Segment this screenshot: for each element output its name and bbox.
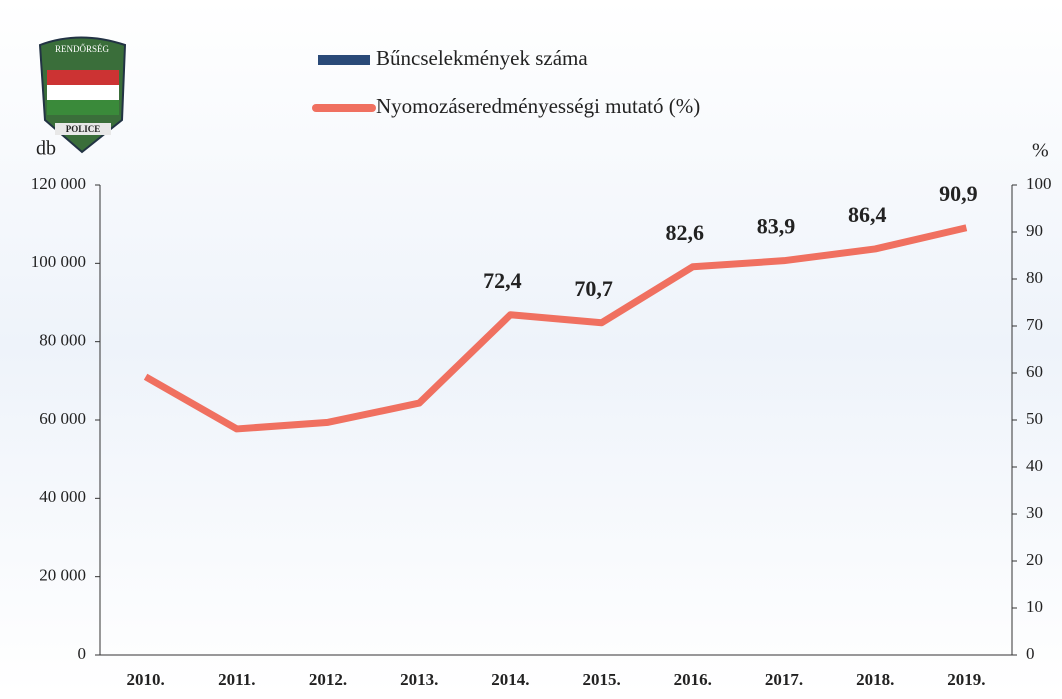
y2-tick-label: 20: [1026, 550, 1043, 569]
x-tick-label: 2018.: [856, 670, 894, 689]
y2-tick-label: 60: [1026, 362, 1043, 381]
line: [143, 224, 968, 433]
y-tick-label: 0: [78, 644, 87, 663]
x-tick-label: 2011.: [218, 670, 255, 689]
x-tick-label: 2015.: [582, 670, 620, 689]
y2-tick-label: 100: [1026, 174, 1052, 193]
x-tick-label: 2014.: [491, 670, 529, 689]
legend-label: Bűncselekmények száma: [376, 46, 588, 70]
data-label: 82,6: [666, 220, 705, 245]
y-tick-label: 80 000: [39, 331, 86, 350]
x-tick-label: 2012.: [309, 670, 347, 689]
y2-tick-label: 30: [1026, 503, 1043, 522]
y-axis-label: db: [36, 138, 56, 160]
legend-swatch: [318, 55, 370, 65]
x-tick-label: 2017.: [765, 670, 803, 689]
y-tick-label: 120 000: [31, 174, 86, 193]
logo: RENDŐRSÉG POLICE: [38, 36, 127, 154]
y2-tick-label: 40: [1026, 456, 1043, 475]
logo-text: POLICE: [66, 124, 101, 134]
x-tick-label: 2010.: [126, 670, 164, 689]
data-label: 70,7: [574, 276, 613, 301]
data-label: 90,9: [939, 181, 978, 206]
y2-axis-label: %: [1032, 140, 1049, 162]
x-tick-label: 2019.: [947, 670, 985, 689]
y2-tick-label: 80: [1026, 268, 1043, 287]
y2-tick-label: 10: [1026, 597, 1043, 616]
legend-label: Nyomozáseredményességi mutató (%): [376, 94, 700, 118]
y2-tick-label: 0: [1026, 644, 1035, 663]
data-label: 72,4: [483, 268, 522, 293]
y-tick-label: 60 000: [39, 409, 86, 428]
y2-tick-label: 50: [1026, 409, 1043, 428]
logo-text: RENDŐRSÉG: [55, 44, 110, 54]
y-tick-label: 100 000: [31, 252, 86, 271]
x-tick-label: 2016.: [674, 670, 712, 689]
y2-tick-label: 90: [1026, 221, 1043, 240]
y-tick-label: 20 000: [39, 566, 86, 585]
x-tick-label: 2013.: [400, 670, 438, 689]
y2-tick-label: 70: [1026, 315, 1043, 334]
data-label: 83,9: [757, 214, 796, 239]
y-tick-label: 40 000: [39, 487, 86, 506]
data-label: 86,4: [848, 202, 887, 227]
